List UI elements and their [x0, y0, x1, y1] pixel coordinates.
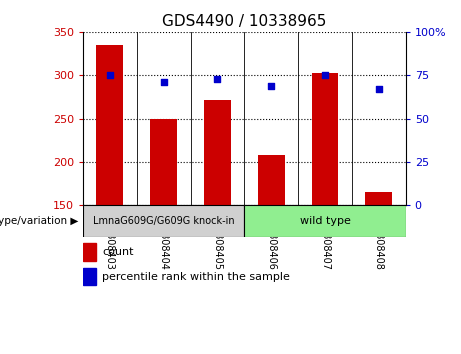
Bar	[244, 205, 406, 237]
Text: count: count	[102, 247, 134, 257]
Point	[267, 83, 275, 88]
Text: wild type: wild type	[300, 216, 350, 226]
Point	[214, 76, 221, 81]
Point	[106, 72, 113, 78]
Title: GDS4490 / 10338965: GDS4490 / 10338965	[162, 14, 326, 29]
Bar	[83, 205, 244, 237]
Point	[321, 72, 329, 78]
Bar	[96, 45, 123, 205]
Point	[160, 79, 167, 85]
Text: percentile rank within the sample: percentile rank within the sample	[102, 272, 290, 282]
Bar	[83, 268, 96, 285]
Bar	[258, 155, 284, 205]
Bar	[312, 73, 338, 205]
Bar	[83, 243, 96, 261]
Text: LmnaG609G/G609G knock-in: LmnaG609G/G609G knock-in	[93, 216, 235, 226]
Bar	[365, 192, 392, 205]
Text: genotype/variation ▶: genotype/variation ▶	[0, 216, 78, 226]
Bar	[204, 99, 231, 205]
Point	[375, 86, 383, 92]
Bar	[150, 119, 177, 205]
